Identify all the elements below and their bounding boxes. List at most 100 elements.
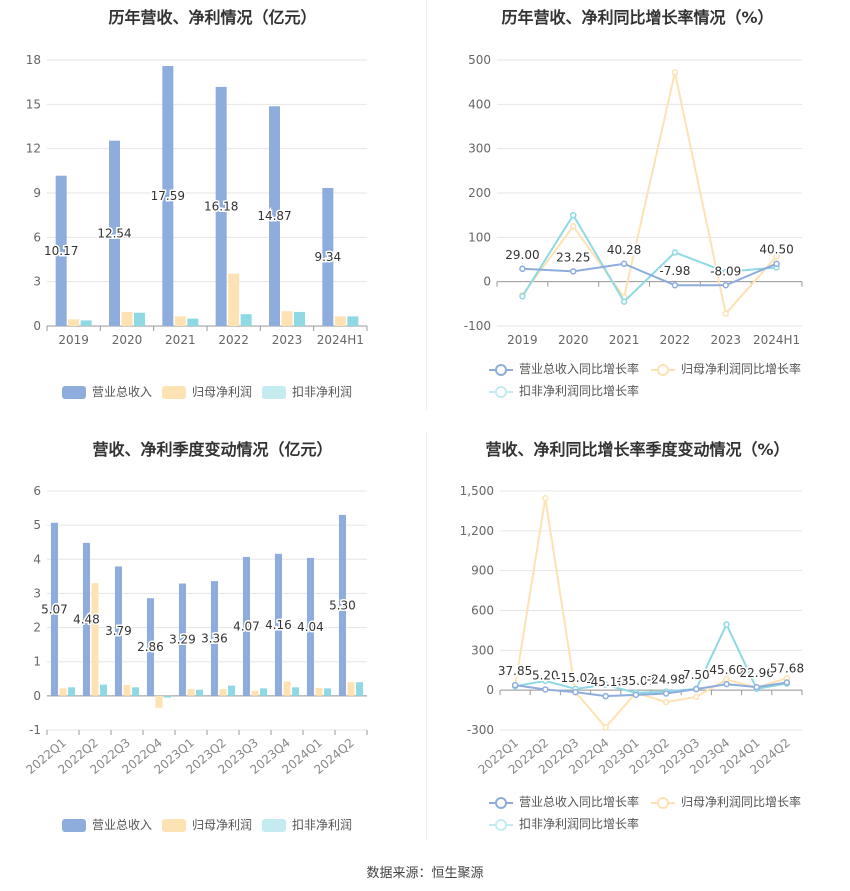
data-label: -35.07 xyxy=(617,674,656,688)
bar-deducted-profit xyxy=(356,682,364,696)
bar-revenue xyxy=(82,542,90,696)
y-tick-label: 0 xyxy=(33,319,41,333)
bar-deducted-profit xyxy=(324,688,332,696)
y-tick-label: 3 xyxy=(33,275,41,289)
legend-swatch xyxy=(62,819,86,832)
x-tick-label: 2021 xyxy=(165,333,196,347)
chart-title: 历年营收、净利情况（亿元） xyxy=(108,8,317,27)
point-revenue-growth xyxy=(671,281,679,289)
bar-net-profit xyxy=(281,311,293,326)
line-deducted-growth xyxy=(521,213,777,304)
bar-revenue xyxy=(178,583,186,696)
legend-item-net-profit[interactable]: 归母净利润 xyxy=(162,816,252,833)
x-tick-label: 2024H1 xyxy=(317,333,364,347)
data-label: 4.48 xyxy=(73,612,100,626)
data-label: 12.54 xyxy=(97,226,131,240)
data-label: 5.07 xyxy=(41,602,68,616)
bar-net-profit xyxy=(155,695,163,708)
legend-swatch xyxy=(489,363,513,376)
data-label: 17.59 xyxy=(151,189,185,203)
bar-net-profit xyxy=(91,583,99,696)
chart-quarterly-growth: 营收、净利同比增长率季度变动情况（%） -300 0 300 600 900 1,200 1… xyxy=(425,432,850,864)
y-tick-label: 0 xyxy=(483,275,491,289)
data-label: 7.50 xyxy=(683,668,710,682)
legend-item-deducted[interactable]: 扣非净利润 xyxy=(262,383,352,400)
data-label: -8.09 xyxy=(710,264,741,278)
legend-swatch xyxy=(162,819,186,832)
data-label: 37.85 xyxy=(498,664,532,678)
legend-label: 归母净利润 xyxy=(192,385,253,399)
legend-item-revenue[interactable]: 营业总收入 xyxy=(62,383,152,400)
y-tick-label: 12 xyxy=(26,142,41,156)
y-tick-label: 9 xyxy=(33,186,41,200)
y-tick-label: 300 xyxy=(471,643,494,657)
y-tick-label: -300 xyxy=(467,723,494,737)
legend-item-net-profit[interactable]: 归母净利润 xyxy=(162,383,252,400)
bar-revenue xyxy=(322,187,334,326)
bar-revenue xyxy=(338,514,346,696)
x-tick-label: 2023 xyxy=(710,333,741,347)
data-label: 5.30 xyxy=(329,598,356,612)
panel-divider xyxy=(426,0,427,410)
y-tick-label: 1 xyxy=(33,655,41,669)
legend-item-deducted[interactable]: 扣非净利润 xyxy=(262,816,352,833)
bar-net-profit xyxy=(59,688,67,696)
legend-item-net-profit-growth[interactable]: 归母净利润同比增长率 xyxy=(651,360,801,377)
legend-label: 扣非净利润同比增长率 xyxy=(519,384,640,398)
point-revenue-growth xyxy=(783,679,791,686)
x-tick-label: 2022 xyxy=(218,333,249,347)
bar-net-profit xyxy=(228,273,240,326)
bar-net-profit xyxy=(219,689,227,696)
bar-revenue xyxy=(269,106,280,326)
legend-item-net-profit-growth[interactable]: 归母净利润同比增长率 xyxy=(651,793,801,810)
legend-swatch xyxy=(62,386,86,399)
data-label: -15.02 xyxy=(556,671,595,685)
legend-item-revenue-growth[interactable]: 营业总收入同比增长率 xyxy=(489,793,639,810)
point-deducted-growth xyxy=(722,268,729,276)
legend-item-deducted-growth[interactable]: 扣非净利润同比增长率 xyxy=(489,382,639,399)
legend-item-revenue-growth[interactable]: 营业总收入同比增长率 xyxy=(489,360,639,377)
point-deducted-growth xyxy=(519,293,526,300)
chart-yearly-revenue-profit-plot: 0 3 6 9 12 15 18 10.17 12.54 17.59 16.18 14.87 9.34 2… xyxy=(26,53,368,347)
bar-deducted-profit xyxy=(100,684,108,696)
chart-yearly-revenue-profit: 历年营收、净利情况（亿元） 0 3 6 9 12 15 18 10.17 12.54 17.59 1… xyxy=(0,0,425,432)
y-tick-label: 0 xyxy=(486,683,494,697)
legend-label: 营业总收入 xyxy=(92,385,153,399)
data-label: 40.50 xyxy=(759,243,793,257)
data-label: 16.18 xyxy=(204,199,238,213)
legend-swatch xyxy=(262,819,286,832)
legend-swatch xyxy=(489,818,513,831)
bar-net-profit xyxy=(123,684,131,696)
y-tick-label: 600 xyxy=(471,604,494,618)
line-revenue-growth xyxy=(514,681,788,698)
bar-revenue xyxy=(109,140,120,326)
chart-title: 营收、净利同比增长率季度变动情况（%） xyxy=(485,440,790,459)
line-net-profit-growth xyxy=(514,498,788,729)
legend-item-revenue[interactable]: 营业总收入 xyxy=(62,816,152,833)
chart-quarterly-revenue-profit-plot: -1 0 1 2 3 4 5 6 5.07 4.48 3.79 2.86 3.29 3.36 4.07 4.1… xyxy=(23,484,368,777)
chart-title: 营收、净利季度变动情况（亿元） xyxy=(92,440,333,459)
data-label: 4.07 xyxy=(233,619,260,633)
y-tick-label: 100 xyxy=(468,230,491,244)
x-tick-label: 2019 xyxy=(58,333,89,347)
point-deducted-growth xyxy=(723,621,730,628)
bar-revenue xyxy=(274,553,282,696)
legend-swatch xyxy=(262,386,286,399)
bar-net-profit xyxy=(68,319,80,326)
x-tick-label: 2022 xyxy=(660,333,691,347)
legend-label: 营业总收入 xyxy=(92,818,153,832)
legend-swatch xyxy=(162,386,186,399)
point-revenue-growth xyxy=(542,686,549,693)
legend-swatch xyxy=(489,385,513,398)
point-revenue-growth xyxy=(693,685,700,693)
data-label: -45.10 xyxy=(586,675,625,689)
y-tick-label: 900 xyxy=(471,564,494,578)
bar-net-profit xyxy=(315,688,323,696)
point-revenue-growth xyxy=(511,681,519,689)
legend-item-deducted-growth[interactable]: 扣非净利润同比增长率 xyxy=(489,815,639,832)
bar-deducted-profit xyxy=(80,320,92,326)
point-revenue-growth xyxy=(519,265,526,273)
legend-label: 扣非净利润 xyxy=(292,818,353,832)
point-deducted-growth xyxy=(620,298,628,305)
x-tick-label: 2021 xyxy=(609,333,640,347)
